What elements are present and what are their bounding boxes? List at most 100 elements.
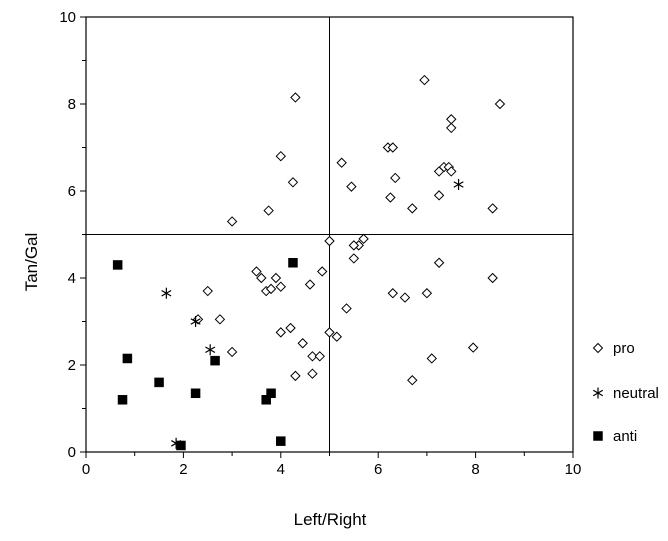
anti-point (190, 388, 201, 399)
pro-point (446, 122, 457, 134)
pro-point (385, 192, 396, 203)
pro-point (421, 288, 433, 299)
pro-point (275, 327, 287, 338)
series-anti (112, 258, 298, 451)
pro-point (287, 177, 299, 188)
y-tick-label: 0 (68, 444, 76, 461)
pro-point (433, 190, 445, 201)
anti-point (117, 395, 128, 405)
y-tick-label: 8 (68, 96, 76, 113)
legend-marker-pro (592, 342, 604, 354)
asterisk-stroke (592, 389, 604, 397)
x-tick-label: 6 (374, 461, 382, 478)
pro-point (341, 303, 352, 314)
pro-point (487, 203, 498, 214)
legend-label-pro: pro (613, 340, 635, 357)
pro-point (316, 266, 328, 277)
anti-point (276, 436, 286, 446)
pro-point (304, 279, 316, 290)
asterisk-stroke (453, 181, 464, 188)
pro-point (265, 283, 277, 295)
neutral-point (205, 344, 216, 356)
pro-point (426, 353, 437, 364)
legend-marker-anti (593, 431, 603, 441)
neutral-point (453, 178, 464, 190)
pro-point (358, 233, 369, 245)
data-points (112, 74, 506, 451)
y-tick-label: 4 (68, 270, 76, 287)
pro-point (314, 351, 325, 362)
pro-point (390, 172, 401, 184)
pro-point (275, 281, 287, 292)
y-tick-label: 2 (68, 357, 76, 374)
pro-point (494, 98, 506, 110)
x-tick-label: 8 (471, 461, 479, 478)
pro-point (387, 288, 399, 299)
anti-point (112, 260, 123, 270)
pro-point (226, 346, 238, 358)
pro-point (275, 150, 287, 162)
pro-point (467, 342, 479, 353)
pro-point (324, 327, 335, 338)
legend-label-anti: anti (613, 428, 637, 445)
pro-point (348, 240, 360, 251)
legend: pro neutral anti (592, 340, 659, 445)
axis-ticks: 0 2 4 6 8 10 0 2 4 6 8 10 (59, 9, 581, 478)
pro-point (346, 181, 357, 192)
pro-point (446, 114, 457, 125)
x-tick-label: 10 (565, 461, 582, 478)
series-neutral (161, 178, 464, 449)
asterisk-stroke (205, 346, 216, 354)
anti-point (261, 395, 271, 405)
pro-point (202, 285, 213, 297)
y-tick-label: 6 (68, 183, 76, 200)
pro-point (446, 166, 457, 177)
pro-point (487, 272, 498, 284)
legend-item-neutral: neutral (592, 385, 659, 402)
pro-point (399, 292, 411, 303)
x-axis-title: Left/Right (294, 510, 367, 529)
pro-point (387, 142, 399, 153)
pro-point (433, 166, 445, 177)
pro-point (419, 74, 430, 86)
reference-lines (86, 17, 573, 452)
pro-point (348, 253, 360, 264)
y-axis-title: Tan/Gal (22, 233, 41, 292)
pro-point (270, 272, 282, 284)
asterisk-stroke (161, 289, 172, 297)
legend-item-anti: anti (593, 428, 637, 445)
pro-point (251, 266, 262, 277)
pro-point (226, 216, 238, 227)
anti-point (154, 377, 164, 388)
pro-point (285, 322, 296, 334)
pro-point (256, 272, 267, 284)
y-tick-label: 10 (59, 9, 76, 26)
neutral-point (161, 287, 172, 299)
pro-point (336, 157, 347, 168)
series-pro (192, 74, 506, 386)
anti-point (122, 353, 133, 364)
x-tick-label: 2 (179, 461, 187, 478)
asterisk-stroke (190, 318, 201, 325)
pro-point (290, 370, 301, 382)
pro-point (290, 92, 301, 103)
pro-point (263, 205, 274, 216)
x-tick-label: 4 (277, 461, 285, 478)
anti-point (176, 440, 186, 451)
pro-point (307, 351, 318, 362)
pro-point (433, 257, 445, 268)
pro-point (331, 331, 343, 342)
pro-point (307, 368, 318, 379)
pro-point (407, 203, 418, 214)
anti-point (210, 355, 220, 366)
legend-marker-neutral (592, 387, 604, 399)
pro-point (407, 375, 418, 386)
x-tick-label: 0 (82, 461, 90, 478)
pro-point (214, 314, 226, 325)
legend-label-neutral: neutral (613, 385, 659, 402)
legend-item-pro: pro (592, 340, 635, 357)
anti-point (288, 258, 298, 268)
neutral-point (190, 316, 201, 327)
anti-point (266, 388, 276, 399)
